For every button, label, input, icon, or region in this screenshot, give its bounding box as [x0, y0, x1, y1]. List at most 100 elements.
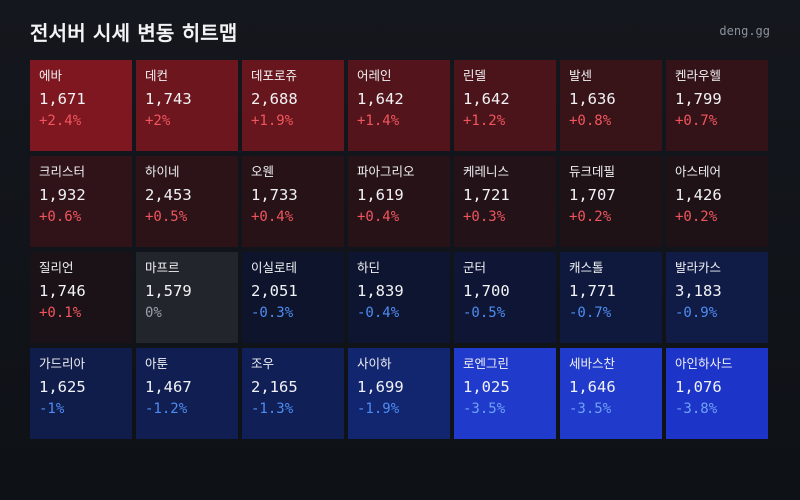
change-value: -3.5% [569, 401, 612, 417]
server-name: 켄라우헬 [675, 68, 722, 83]
server-name: 발라카스 [675, 260, 722, 275]
change-value: +0.8% [569, 113, 612, 129]
server-name: 듀크데필 [569, 164, 616, 179]
price-value: 1,839 [357, 282, 404, 300]
heatmap-cell: 케레니스 1,721 +0.3% [454, 156, 556, 247]
server-name: 발센 [569, 68, 593, 83]
heatmap-cell: 켄라우헬 1,799 +0.7% [666, 60, 768, 151]
heatmap-cell: 캐스톨 1,771 -0.7% [560, 252, 662, 343]
server-name: 린델 [463, 68, 487, 83]
heatmap-cell: 데컨 1,743 +2% [136, 60, 238, 151]
heatmap-grid: 에바 1,671 +2.4% 데컨 1,743 +2% 데포로쥬 2,688 +1.9% 어레인 1… [30, 60, 768, 439]
server-name: 크리스터 [39, 164, 86, 179]
heatmap-cell: 질리언 1,746 +0.1% [30, 252, 132, 343]
heatmap-cell: 크리스터 1,932 +0.6% [30, 156, 132, 247]
server-name: 하이네 [145, 164, 180, 179]
heatmap-cell: 발라카스 3,183 -0.9% [666, 252, 768, 343]
server-name: 가드리아 [39, 356, 86, 371]
heatmap-cell: 이실로테 2,051 -0.3% [242, 252, 344, 343]
heatmap-cell: 오웬 1,733 +0.4% [242, 156, 344, 247]
header: 전서버 시세 변동 히트맵 deng.gg [30, 14, 770, 48]
heatmap-cell: 세바스찬 1,646 -3.5% [560, 348, 662, 439]
price-value: 1,426 [675, 186, 722, 204]
price-value: 1,646 [569, 378, 616, 396]
server-name: 어레인 [357, 68, 392, 83]
change-value: -3.8% [675, 401, 718, 417]
price-value: 1,636 [569, 90, 616, 108]
change-value: -1.9% [357, 401, 400, 417]
heatmap-cell: 파아그리오 1,619 +0.4% [348, 156, 450, 247]
change-value: -1.2% [145, 401, 188, 417]
server-name: 오웬 [251, 164, 275, 179]
price-value: 1,743 [145, 90, 192, 108]
server-name: 파아그리오 [357, 164, 415, 179]
server-name: 로엔그린 [463, 356, 510, 371]
price-value: 1,733 [251, 186, 298, 204]
change-value: +2% [145, 113, 171, 129]
price-value: 1,721 [463, 186, 510, 204]
price-value: 1,076 [675, 378, 722, 396]
change-value: +0.3% [463, 209, 506, 225]
price-value: 1,771 [569, 282, 616, 300]
heatmap-cell: 린델 1,642 +1.2% [454, 60, 556, 151]
heatmap-cell: 듀크데필 1,707 +0.2% [560, 156, 662, 247]
heatmap-cell: 데포로쥬 2,688 +1.9% [242, 60, 344, 151]
change-value: -0.9% [675, 305, 718, 321]
price-value: 1,642 [357, 90, 404, 108]
change-value: +0.6% [39, 209, 82, 225]
price-value: 1,700 [463, 282, 510, 300]
price-value: 1,707 [569, 186, 616, 204]
change-value: -1.3% [251, 401, 294, 417]
price-value: 3,183 [675, 282, 722, 300]
change-value: +0.4% [251, 209, 294, 225]
price-value: 1,025 [463, 378, 510, 396]
server-name: 데컨 [145, 68, 169, 83]
heatmap-cell: 마프르 1,579 0% [136, 252, 238, 343]
server-name: 군터 [463, 260, 487, 275]
price-value: 2,453 [145, 186, 192, 204]
price-value: 1,699 [357, 378, 404, 396]
heatmap-cell: 로엔그린 1,025 -3.5% [454, 348, 556, 439]
change-value: 0% [145, 305, 162, 321]
price-value: 1,671 [39, 90, 86, 108]
price-value: 2,165 [251, 378, 298, 396]
price-value: 1,579 [145, 282, 192, 300]
price-value: 1,642 [463, 90, 510, 108]
change-value: +1.9% [251, 113, 294, 129]
heatmap-cell: 어레인 1,642 +1.4% [348, 60, 450, 151]
heatmap-cell: 하이네 2,453 +0.5% [136, 156, 238, 247]
price-value: 2,688 [251, 90, 298, 108]
heatmap-cell: 가드리아 1,625 -1% [30, 348, 132, 439]
change-value: -3.5% [463, 401, 506, 417]
server-name: 질리언 [39, 260, 74, 275]
change-value: +1.4% [357, 113, 400, 129]
change-value: +0.5% [145, 209, 188, 225]
price-value: 1,746 [39, 282, 86, 300]
price-value: 1,799 [675, 90, 722, 108]
change-value: +0.2% [569, 209, 612, 225]
server-name: 아스테어 [675, 164, 722, 179]
price-value: 1,625 [39, 378, 86, 396]
change-value: -1% [39, 401, 65, 417]
server-name: 하딘 [357, 260, 381, 275]
heatmap-cell: 에바 1,671 +2.4% [30, 60, 132, 151]
server-name: 아인하사드 [675, 356, 733, 371]
server-name: 조우 [251, 356, 275, 371]
heatmap-cell: 조우 2,165 -1.3% [242, 348, 344, 439]
change-value: +0.2% [675, 209, 718, 225]
heatmap-cell: 아인하사드 1,076 -3.8% [666, 348, 768, 439]
heatmap-cell: 군터 1,700 -0.5% [454, 252, 556, 343]
change-value: +0.1% [39, 305, 82, 321]
change-value: -0.4% [357, 305, 400, 321]
server-name: 케레니스 [463, 164, 510, 179]
change-value: -0.3% [251, 305, 294, 321]
heatmap-cell: 발센 1,636 +0.8% [560, 60, 662, 151]
change-value: +0.7% [675, 113, 718, 129]
change-value: -0.7% [569, 305, 612, 321]
server-name: 캐스톨 [569, 260, 604, 275]
server-name: 아툰 [145, 356, 169, 371]
price-value: 1,619 [357, 186, 404, 204]
heatmap-cell: 아툰 1,467 -1.2% [136, 348, 238, 439]
server-name: 에바 [39, 68, 63, 83]
price-value: 2,051 [251, 282, 298, 300]
